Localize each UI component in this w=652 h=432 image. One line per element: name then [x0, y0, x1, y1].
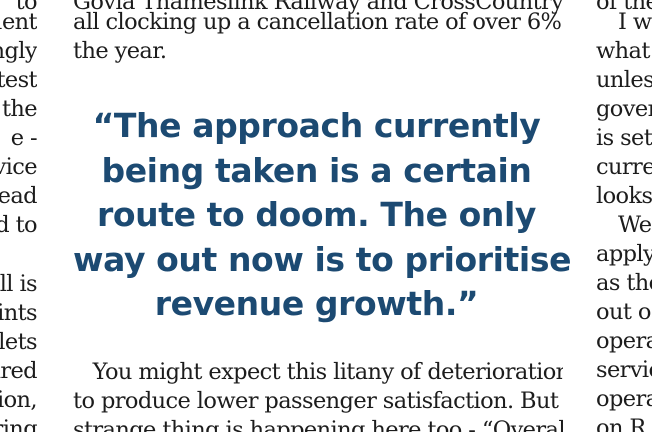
left-line: ead	[0, 183, 37, 209]
left-line: ll is	[0, 271, 37, 297]
right-line: what	[596, 38, 650, 64]
right-line: We	[618, 212, 652, 238]
center-column: Govia Thameslink Railway and CrossCountr…	[73, 0, 563, 432]
body-line: You might expect this litany of deterior…	[73, 359, 563, 385]
right-line: is set	[596, 125, 652, 151]
left-line: e -	[10, 125, 37, 151]
right-line: opera	[596, 328, 652, 354]
left-line: ngly	[0, 38, 37, 64]
pull-quote-line: being taken is a certain	[101, 150, 532, 190]
pull-quote-line: revenue growth.”	[154, 284, 479, 323]
pull-quote-line: way out now is to prioritise	[73, 239, 572, 279]
left-line: vice	[0, 154, 37, 180]
right-line: unles	[596, 67, 652, 93]
body-line: the year.	[73, 38, 167, 64]
left-line: test	[0, 67, 37, 93]
right-line: out o	[596, 299, 651, 325]
left-line: uent	[0, 9, 37, 35]
right-line: apply	[596, 241, 652, 267]
body-line: to produce lower passenger satisfaction.…	[73, 388, 563, 414]
pull-quote-line: route to doom. The only	[96, 195, 537, 234]
right-line: looks	[596, 183, 652, 209]
left-line: ring	[0, 416, 37, 432]
left-line: d to	[0, 212, 37, 238]
left-line: ints	[0, 300, 37, 326]
right-line: on R	[596, 415, 646, 432]
right-line: of the	[596, 0, 652, 15]
left-line: ired	[0, 358, 37, 384]
pull-quote: “The approach currently being taken is a…	[73, 104, 572, 327]
right-line: servic	[596, 357, 652, 383]
right-column: of the I wi what unles gover is set curr…	[596, 0, 652, 432]
left-column: to uent ngly test the e - vice ead d to …	[0, 0, 37, 432]
right-line: as the	[596, 270, 652, 296]
left-line: ion,	[0, 387, 37, 413]
pull-quote-line: “The approach currently	[92, 106, 541, 145]
left-line: the	[1, 96, 37, 122]
body-line: strange thing is happening here too - “O…	[73, 417, 563, 432]
left-line: to	[15, 0, 37, 15]
body-line: Govia Thameslink Railway and CrossCountr…	[73, 0, 563, 15]
body-line: all clocking up a cancellation rate of o…	[73, 9, 563, 35]
right-line: I wi	[618, 9, 652, 35]
right-line: currer	[596, 154, 652, 180]
right-line: opera	[596, 386, 652, 412]
left-line: lets	[0, 329, 37, 355]
right-line: gover	[596, 96, 652, 122]
